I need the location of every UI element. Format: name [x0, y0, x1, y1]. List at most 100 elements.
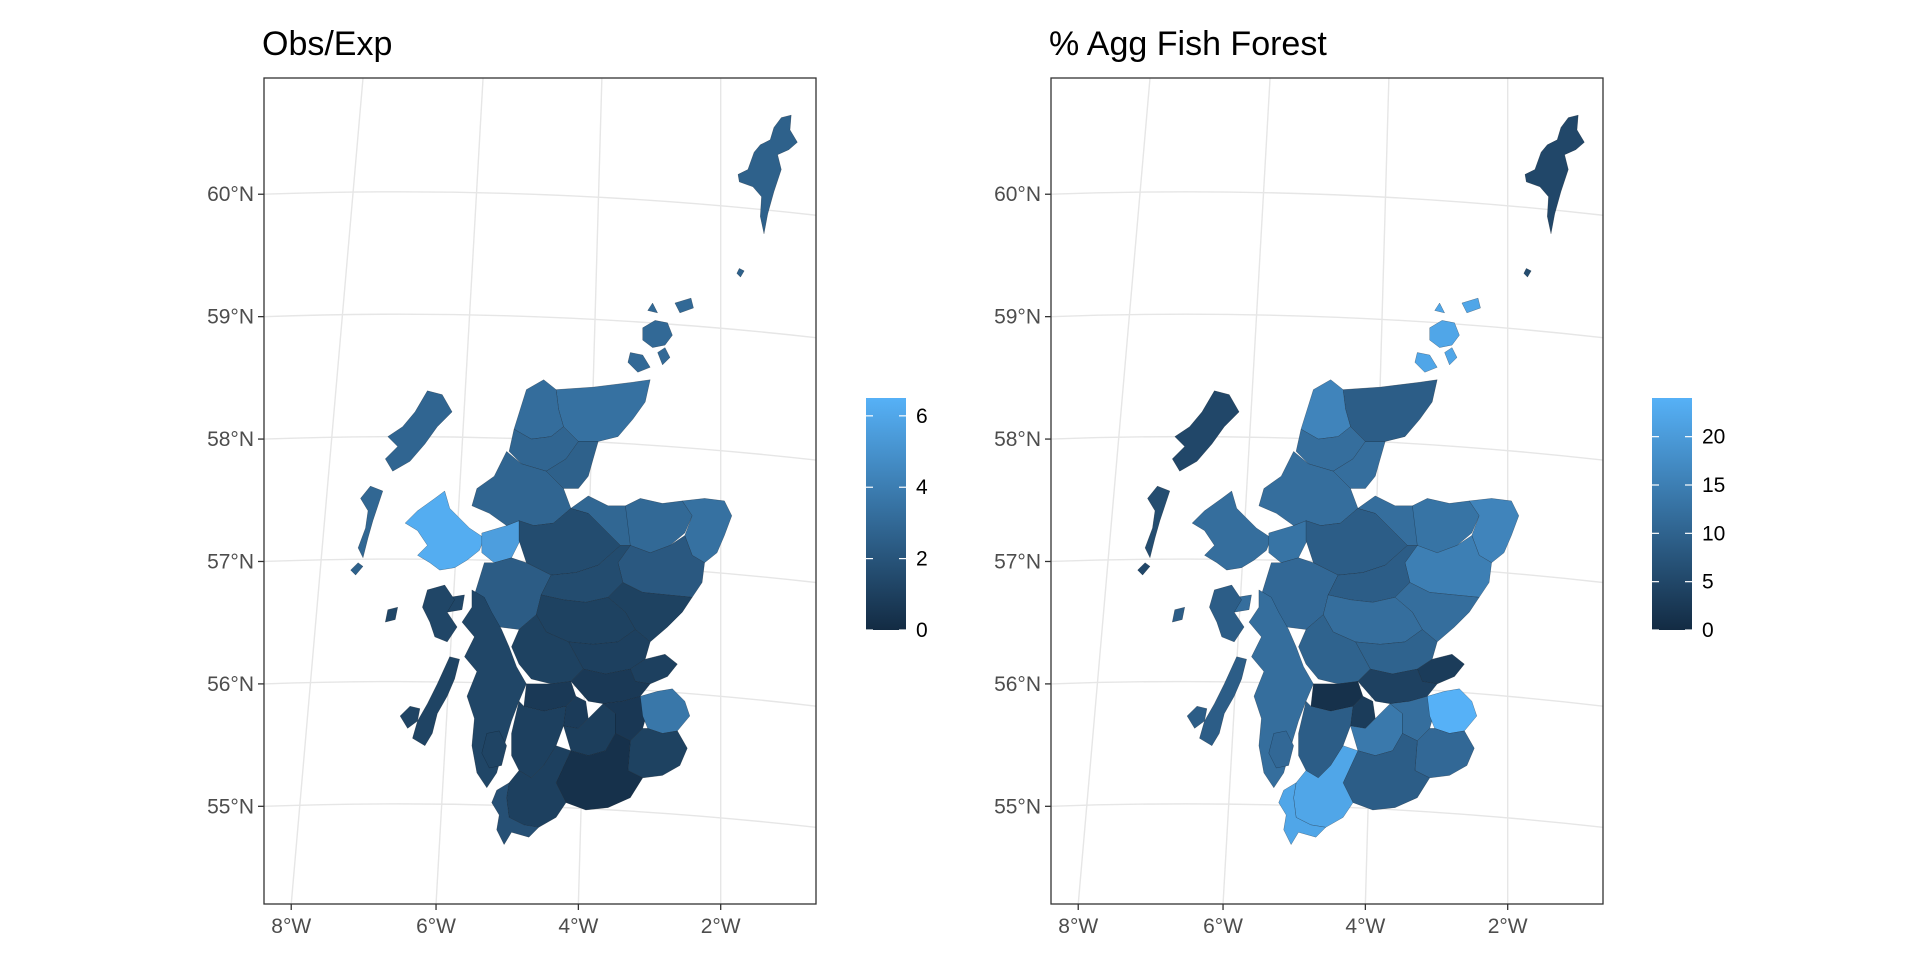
latitude-label: 55°N: [994, 795, 1041, 818]
colorbar-label: 20: [1702, 426, 1725, 449]
colorbar-label: 0: [916, 619, 928, 642]
region-barra: [350, 562, 364, 576]
latitude-label: 57°N: [207, 550, 254, 573]
region-caithness: [1342, 379, 1438, 442]
map-plot-area: [1051, 78, 1603, 904]
longitude-label: 6°W: [416, 915, 456, 938]
colorbar-label: 15: [1702, 474, 1725, 497]
colorbar-label: 0: [1702, 619, 1714, 642]
region-sutherland-north: [513, 379, 564, 440]
latitude-label: 60°N: [994, 183, 1041, 206]
region-fair-isle: [1523, 268, 1532, 278]
panel-border: [1050, 77, 1604, 905]
graticule-latitude-line: [1051, 191, 1603, 216]
region-ross-east: [1332, 441, 1386, 489]
region-lewis-harris: [1171, 390, 1240, 472]
latitude-label: 60°N: [207, 183, 254, 206]
region-roxburgh: [1414, 728, 1475, 779]
latitude-label: 55°N: [207, 795, 254, 818]
region-buchan: [1468, 498, 1520, 564]
region-orkney: [1434, 302, 1446, 314]
longitude-label: 2°W: [1488, 915, 1528, 938]
region-berwick: [640, 688, 691, 734]
region-mearns: [607, 582, 693, 643]
region-caithness: [555, 379, 651, 442]
region-buchan: [681, 498, 733, 564]
graticule-meridian-line: [1077, 78, 1151, 904]
region-wigtown: [491, 782, 540, 846]
graticule-latitude-line: [264, 313, 816, 339]
region-lewis-harris: [384, 390, 453, 472]
region-ross-east: [545, 441, 599, 489]
region-islay-jura: [399, 705, 421, 729]
region-shetland: [737, 114, 798, 234]
region-mull: [1209, 584, 1245, 643]
longitude-label: 4°W: [1345, 915, 1385, 938]
region-orkney: [657, 347, 671, 366]
region-orkney: [1429, 320, 1460, 348]
latitude-label: 59°N: [207, 306, 254, 329]
region-skye: [1191, 490, 1272, 571]
longitude-label: 8°W: [1058, 915, 1098, 938]
region-skye: [404, 490, 485, 571]
region-galloway: [1293, 745, 1359, 828]
region-sutherland-west: [1295, 426, 1366, 472]
longitude-label: 8°W: [271, 915, 311, 938]
graticule-latitude-line: [1051, 313, 1603, 339]
region-banff: [1412, 498, 1480, 554]
colorbar-label: 4: [916, 476, 928, 499]
region-banff: [625, 498, 693, 554]
region-mull: [1171, 606, 1186, 623]
panel-title: Obs/Exp: [262, 25, 392, 63]
region-barra: [1137, 562, 1151, 576]
latitude-label: 56°N: [994, 673, 1041, 696]
region-orkney: [642, 320, 673, 348]
region-lochalsh: [1268, 520, 1309, 563]
region-lochalsh: [481, 520, 522, 563]
graticule-latitude-line: [264, 191, 816, 216]
region-roxburgh: [627, 728, 688, 779]
region-islay-jura: [1199, 656, 1247, 747]
region-fife: [1416, 653, 1465, 685]
region-orkney: [627, 352, 651, 373]
colorbar-label: 10: [1702, 522, 1725, 545]
colorbar-label: 2: [916, 548, 928, 571]
region-argyll: [1248, 589, 1314, 789]
region-lothian: [570, 668, 651, 704]
latitude-label: 57°N: [994, 550, 1041, 573]
region-arran: [481, 730, 507, 769]
longitude-label: 2°W: [701, 915, 741, 938]
region-lothian: [1357, 668, 1438, 704]
graticule-meridian-line: [1222, 78, 1271, 904]
region-argyll: [461, 589, 527, 789]
region-mull: [384, 606, 399, 623]
region-islay-jura: [412, 656, 460, 747]
longitude-label: 6°W: [1203, 915, 1243, 938]
region-orkney: [674, 297, 694, 314]
latitude-label: 58°N: [994, 428, 1041, 451]
map-plot-area: [264, 78, 816, 904]
graticule-meridian-line: [435, 78, 484, 904]
region-islay-jura: [1186, 705, 1208, 729]
colorbar-label: 6: [916, 405, 928, 428]
region-arran: [1268, 730, 1294, 769]
color-legend: 0 2 4 6: [866, 398, 928, 642]
panel-title: % Agg Fish Forest: [1049, 25, 1327, 63]
region-orkney: [1444, 347, 1458, 366]
colorbar-label: 5: [1702, 571, 1714, 594]
region-berwick: [1427, 688, 1478, 734]
map-panel-2: % Agg Fish Forest 60°N 59°N 58°N 57°N 56°N 55°…: [994, 25, 1725, 938]
region-mull: [422, 584, 458, 643]
region-orkney: [647, 302, 659, 314]
latitude-label: 56°N: [207, 673, 254, 696]
region-orkney: [1414, 352, 1438, 373]
region-fair-isle: [736, 268, 745, 278]
latitude-label: 58°N: [207, 428, 254, 451]
region-sutherland-north: [1300, 379, 1351, 440]
colorbar: [866, 398, 906, 630]
map-panel-1: Obs/Exp 60°N 59°N 58°N 57°N 56°N 55°N 8°W 6°W 4°W…: [207, 25, 928, 938]
latitude-label: 59°N: [994, 306, 1041, 329]
region-fife: [629, 653, 678, 685]
region-uists: [1144, 485, 1171, 559]
